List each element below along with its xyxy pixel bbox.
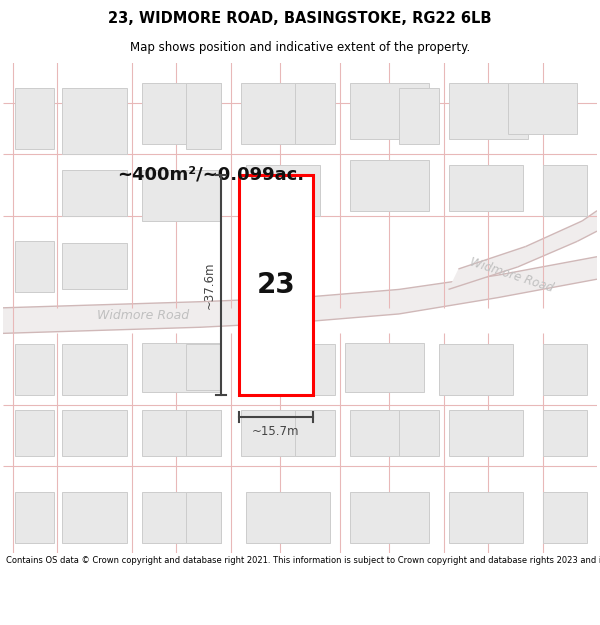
- Bar: [350, 83, 429, 139]
- Bar: [186, 492, 221, 543]
- Bar: [15, 344, 55, 395]
- Bar: [245, 492, 330, 543]
- Bar: [449, 83, 528, 139]
- Text: ~400m²/~0.099ac.: ~400m²/~0.099ac.: [117, 166, 304, 184]
- Bar: [542, 492, 587, 543]
- Bar: [186, 410, 221, 456]
- Bar: [449, 165, 523, 211]
- Bar: [142, 492, 221, 543]
- Bar: [186, 83, 221, 149]
- Text: ~37.6m: ~37.6m: [203, 261, 216, 309]
- Text: Widmore Road: Widmore Road: [469, 256, 555, 295]
- Bar: [142, 83, 221, 144]
- Bar: [15, 88, 55, 149]
- Text: ~15.7m: ~15.7m: [252, 426, 299, 438]
- Bar: [542, 410, 587, 456]
- Text: Map shows position and indicative extent of the property.: Map shows position and indicative extent…: [130, 41, 470, 54]
- Bar: [142, 342, 221, 392]
- Bar: [239, 175, 313, 395]
- Bar: [542, 344, 587, 395]
- Text: 23: 23: [256, 271, 295, 299]
- Bar: [142, 170, 221, 221]
- Bar: [350, 492, 429, 543]
- Bar: [245, 165, 320, 216]
- Bar: [15, 241, 55, 292]
- Bar: [399, 410, 439, 456]
- Polygon shape: [3, 257, 597, 333]
- Bar: [62, 410, 127, 456]
- Bar: [241, 83, 325, 144]
- Bar: [186, 344, 221, 389]
- Bar: [449, 492, 523, 543]
- Bar: [542, 165, 587, 216]
- Bar: [508, 83, 577, 134]
- Bar: [295, 83, 335, 144]
- Bar: [295, 410, 335, 456]
- Bar: [290, 344, 335, 395]
- Bar: [241, 410, 325, 456]
- Bar: [449, 410, 523, 456]
- Bar: [344, 342, 424, 392]
- Bar: [350, 159, 429, 211]
- Bar: [15, 410, 55, 456]
- Polygon shape: [449, 211, 597, 289]
- Bar: [142, 410, 221, 456]
- Text: Contains OS data © Crown copyright and database right 2021. This information is : Contains OS data © Crown copyright and d…: [6, 556, 600, 565]
- Bar: [62, 170, 127, 216]
- Bar: [15, 492, 55, 543]
- Bar: [62, 88, 127, 154]
- Bar: [62, 243, 127, 289]
- Text: Widmore Road: Widmore Road: [97, 309, 189, 322]
- Text: 23, WIDMORE ROAD, BASINGSTOKE, RG22 6LB: 23, WIDMORE ROAD, BASINGSTOKE, RG22 6LB: [108, 11, 492, 26]
- Bar: [439, 344, 513, 395]
- Bar: [350, 410, 429, 456]
- Bar: [62, 344, 127, 395]
- Bar: [399, 88, 439, 144]
- Bar: [62, 492, 127, 543]
